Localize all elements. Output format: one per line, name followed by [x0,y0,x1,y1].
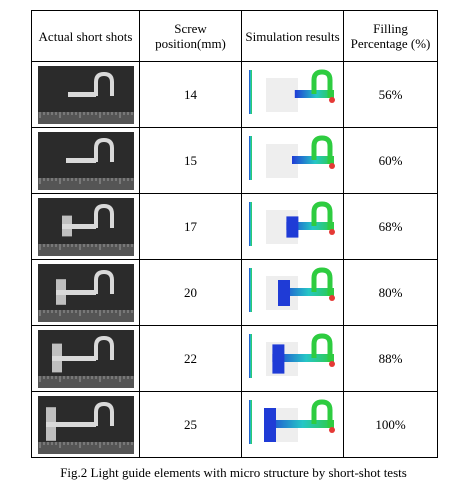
table-row: 22 88% [31,325,438,392]
cell-filling-percentage: 56% [343,61,438,128]
legend-bar [248,333,252,378]
header-actual-short-shots: Actual short shots [31,10,140,62]
table-row: 25 100% [31,391,438,458]
part-hook [93,335,114,360]
figure: Actual short shots Screw position(mm) Si… [31,10,438,464]
simulation-image [245,197,340,256]
part-head [45,406,56,441]
table-row: 15 60% [31,127,438,194]
part-stem [45,421,96,427]
table-row: 14 56% [31,61,438,128]
part-head [61,215,72,236]
ruler [37,111,134,124]
short-shot-photo [37,197,134,256]
cell-screw-position: 15 [139,127,242,194]
cell-filling-percentage: 100% [343,391,438,458]
cell-filling-percentage: 68% [343,193,438,260]
cell-simulation-result [241,325,344,392]
gate-marker [328,360,335,367]
cell-filling-percentage: 88% [343,325,438,392]
part-hook [93,203,114,228]
cell-actual-short-shot [31,325,140,392]
simulation-image [245,329,340,388]
legend-bar [248,399,252,444]
cell-screw-position: 17 [139,193,242,260]
part-stem [55,289,96,295]
cell-filling-percentage: 60% [343,127,438,194]
cell-simulation-result [241,391,344,458]
simulation-image [245,65,340,124]
part-stem [61,223,96,229]
cell-screw-position: 25 [139,391,242,458]
cell-simulation-result [241,127,344,194]
cell-actual-short-shot [31,193,140,260]
gate-marker [328,96,335,103]
filled-head [263,407,276,442]
gate-marker [328,426,335,433]
legend-bar [248,267,252,312]
filled-head [277,279,290,306]
gate-marker [328,228,335,235]
figure-caption: Fig.2 Light guide elements with micro st… [60,465,407,480]
cell-filling-percentage: 80% [343,259,438,326]
table-row: 17 68% [31,193,438,260]
simulation-image [245,395,340,454]
part-stem [51,355,96,361]
cell-actual-short-shot [31,61,140,128]
part-hook [93,269,114,294]
cell-actual-short-shot [31,127,140,194]
part-head [55,278,66,305]
short-shot-photo [37,329,134,388]
gate-marker [328,294,335,301]
header-row: Actual short shots Screw position(mm) Si… [31,10,438,62]
flow-front [271,353,334,362]
table-row: 20 80% [31,259,438,326]
short-shot-photo [37,395,134,454]
simulation-image [245,131,340,190]
ruler [37,441,134,454]
gate-marker [328,162,335,169]
short-shot-table: Actual short shots Screw position(mm) Si… [31,10,438,458]
filled-head [285,215,298,238]
legend-bar [248,69,252,114]
legend-bar [248,201,252,246]
part-hook [93,401,114,426]
header-screw-position: Screw position(mm) [139,10,242,62]
cell-screw-position: 14 [139,61,242,128]
cell-actual-short-shot [31,391,140,458]
cell-simulation-result [241,193,344,260]
short-shot-photo [37,65,134,124]
part-hook [93,137,114,162]
ruler [37,375,134,388]
part-head [51,343,62,372]
ruler [37,177,134,190]
cell-screw-position: 22 [139,325,242,392]
part-stem [67,91,96,97]
flow-front [285,221,334,230]
legend-bar [248,135,252,180]
part-stem [65,157,96,163]
cell-simulation-result [241,259,344,326]
cell-simulation-result [241,61,344,128]
flow-front [277,287,334,296]
cell-screw-position: 20 [139,259,242,326]
flow-front [263,419,334,428]
part-hook [93,71,114,96]
simulation-image [245,263,340,322]
short-shot-photo [37,131,134,190]
short-shot-photo [37,263,134,322]
ruler [37,243,134,256]
ruler [37,309,134,322]
filled-head [271,343,284,374]
header-simulation-results: Simulation results [241,10,344,62]
cell-actual-short-shot [31,259,140,326]
header-filling-percentage: Filling Percentage (%) [343,10,438,62]
